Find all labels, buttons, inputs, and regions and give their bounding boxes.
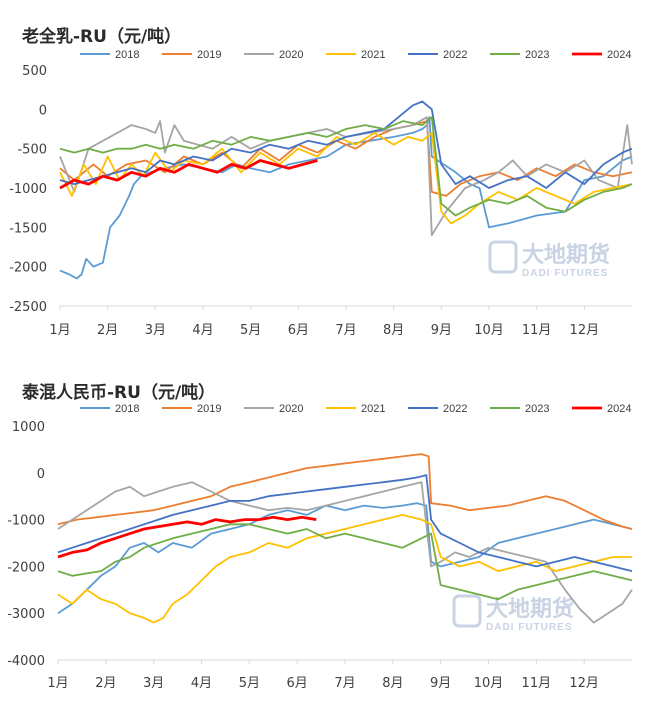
watermark-icon bbox=[488, 240, 518, 274]
x-tick-label: 1月 bbox=[49, 323, 70, 338]
watermark-icon bbox=[452, 594, 482, 628]
series-line-2021 bbox=[59, 131, 633, 225]
x-tick-label: 6月 bbox=[288, 323, 309, 338]
legend-label: 2020 bbox=[279, 403, 303, 415]
x-tick-label: 9月 bbox=[431, 323, 452, 338]
legend-item-2023: 2023 bbox=[490, 49, 549, 61]
x-tick-label: 10月 bbox=[474, 323, 504, 338]
series-line-2020 bbox=[59, 116, 633, 237]
y-tick-label: 0 bbox=[39, 103, 47, 118]
legend-item-2021: 2021 bbox=[326, 403, 385, 415]
legend: 2018 2019 2020 2021 2022 2023 2024 bbox=[80, 403, 631, 415]
legend-label: 2023 bbox=[525, 403, 549, 415]
y-tick-label: -1500 bbox=[9, 221, 47, 236]
legend-item-2022: 2022 bbox=[408, 403, 467, 415]
x-tick-label: 7月 bbox=[335, 323, 356, 338]
legend-label: 2018 bbox=[115, 49, 139, 61]
legend-item-2023: 2023 bbox=[490, 403, 549, 415]
legend-label: 2024 bbox=[607, 403, 631, 415]
series-line-2022 bbox=[57, 474, 633, 572]
x-tick-label: 11月 bbox=[522, 676, 552, 691]
legend-label: 2022 bbox=[443, 403, 467, 415]
legend-label: 2022 bbox=[443, 49, 467, 61]
legend: 2018 2019 2020 2021 2022 2023 2024 bbox=[80, 49, 631, 61]
y-tick-label: -500 bbox=[17, 143, 47, 158]
legend-item-2020: 2020 bbox=[244, 49, 303, 61]
chart-panel-thai-mixed-rmb: 泰混人民币-RU（元/吨） 大地期货 DADI FUTURES 1000 0 -1000… bbox=[0, 360, 650, 708]
x-tick-label: 4月 bbox=[191, 676, 212, 691]
x-tick-label: 8月 bbox=[383, 323, 404, 338]
x-tick-label: 10月 bbox=[474, 676, 504, 691]
legend-label: 2019 bbox=[197, 403, 221, 415]
series-line-2024 bbox=[59, 159, 318, 190]
x-tick-label: 1月 bbox=[47, 676, 68, 691]
x-tick-label: 6月 bbox=[287, 676, 308, 691]
x-tick-label: 5月 bbox=[239, 676, 260, 691]
legend-label: 2018 bbox=[115, 403, 139, 415]
watermark-en: DADI FUTURES bbox=[486, 622, 572, 633]
series-line-2021 bbox=[57, 513, 632, 624]
legend-label: 2021 bbox=[361, 403, 385, 415]
series-line-2023 bbox=[59, 116, 633, 217]
x-tick-label: 12月 bbox=[569, 676, 599, 691]
series-line-2018 bbox=[57, 502, 633, 614]
x-tick-label: 3月 bbox=[145, 323, 166, 338]
y-tick-label: 1000 bbox=[12, 420, 45, 435]
x-tick-label: 3月 bbox=[143, 676, 164, 691]
y-tick-label: -2000 bbox=[9, 261, 47, 276]
series-line-2019 bbox=[57, 453, 633, 530]
y-tick-label: 0 bbox=[37, 467, 45, 482]
x-tick-label: 7月 bbox=[334, 676, 355, 691]
y-tick-label: -2000 bbox=[7, 560, 45, 575]
legend-item-2018: 2018 bbox=[80, 403, 139, 415]
x-tick-label: 12月 bbox=[570, 323, 600, 338]
legend-item-2018: 2018 bbox=[80, 49, 139, 61]
watermark-cn: 大地期货 bbox=[522, 242, 610, 268]
chart-title: 泰混人民币-RU（元/吨） bbox=[22, 383, 216, 403]
chart-title: 老全乳-RU（元/吨） bbox=[22, 27, 182, 47]
x-tick-label: 4月 bbox=[192, 323, 213, 338]
legend-item-2024: 2024 bbox=[572, 403, 631, 415]
series-line-2018 bbox=[59, 116, 633, 280]
x-tick-label: 2月 bbox=[97, 323, 118, 338]
series-line-2019 bbox=[59, 120, 633, 197]
series-line-2022 bbox=[59, 100, 633, 189]
legend-item-2024: 2024 bbox=[572, 49, 631, 61]
x-tick-label: 2月 bbox=[95, 676, 116, 691]
x-tick-label: 9月 bbox=[430, 676, 451, 691]
series-line-2020 bbox=[57, 481, 633, 624]
series-line-2024 bbox=[57, 515, 317, 559]
legend-label: 2023 bbox=[525, 49, 549, 61]
x-tick-label: 11月 bbox=[522, 323, 552, 338]
legend-label: 2020 bbox=[279, 49, 303, 61]
x-tick-label: 5月 bbox=[240, 323, 261, 338]
y-tick-label: 500 bbox=[22, 64, 47, 79]
y-tick-label: -2500 bbox=[9, 300, 47, 315]
watermark-cn: 大地期货 bbox=[486, 596, 574, 622]
legend-label: 2024 bbox=[607, 49, 631, 61]
legend-item-2022: 2022 bbox=[408, 49, 467, 61]
legend-item-2020: 2020 bbox=[244, 403, 303, 415]
legend-item-2019: 2019 bbox=[162, 403, 221, 415]
y-tick-label: -1000 bbox=[9, 182, 47, 197]
x-tick-label: 8月 bbox=[382, 676, 403, 691]
series-line-2023 bbox=[57, 523, 633, 601]
legend-item-2021: 2021 bbox=[326, 49, 385, 61]
chart-panel-old-whole-milk: 老全乳-RU（元/吨） 大地期货 DADI FUTURES 500 0 -500 -100… bbox=[0, 0, 650, 350]
legend-item-2019: 2019 bbox=[162, 49, 221, 61]
watermark-en: DADI FUTURES bbox=[522, 268, 608, 279]
y-tick-label: -3000 bbox=[7, 607, 45, 622]
legend-label: 2019 bbox=[197, 49, 221, 61]
legend-label: 2021 bbox=[361, 49, 385, 61]
y-tick-label: -1000 bbox=[7, 514, 45, 529]
y-tick-label: -4000 bbox=[7, 654, 45, 669]
